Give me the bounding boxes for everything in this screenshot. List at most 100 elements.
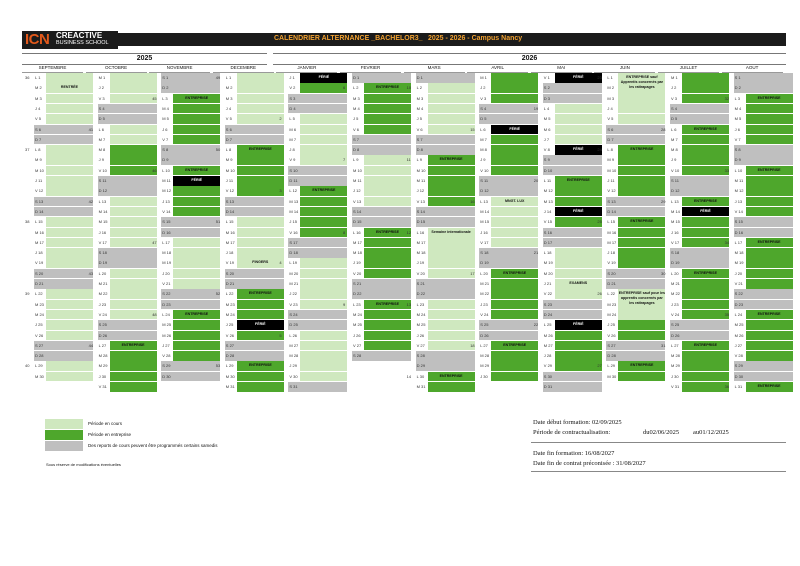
day-event bbox=[300, 83, 348, 93]
day-event bbox=[682, 134, 729, 145]
day-cell: D 12 bbox=[670, 186, 682, 196]
day-cell: M 8 bbox=[98, 147, 106, 153]
day-cell: M 25 bbox=[353, 322, 362, 328]
day-event bbox=[745, 73, 793, 83]
day-event: ENTREPRISE bbox=[745, 382, 793, 392]
day-event bbox=[236, 196, 284, 207]
week-number: 16 bbox=[470, 198, 475, 204]
day-cell: D 21 bbox=[34, 279, 46, 289]
day-event bbox=[236, 206, 284, 217]
day-event: ENTREPRISE bbox=[491, 268, 539, 279]
day-cell: M 17 bbox=[353, 239, 362, 245]
day-cell: S 2 bbox=[542, 83, 555, 93]
day-cell: M 16 bbox=[35, 229, 44, 235]
day-cell: S 31 bbox=[288, 382, 301, 392]
day-cell: S 18 bbox=[97, 248, 110, 258]
day-cell: M 3 bbox=[416, 95, 424, 101]
day-event bbox=[427, 93, 475, 104]
day-cell: L 6 bbox=[671, 126, 677, 132]
day-event bbox=[109, 237, 157, 248]
day-cell: J 13 bbox=[734, 198, 743, 204]
week-number: 39 bbox=[25, 291, 30, 297]
calendar-title: CALENDRIER ALTERNANCE _BACHELOR3_ bbox=[274, 35, 423, 42]
day-event bbox=[364, 237, 411, 248]
day-cell: M 31 bbox=[225, 384, 235, 389]
day-cell: J 2 bbox=[480, 85, 486, 91]
day-event bbox=[618, 237, 666, 248]
day-cell: M 6 bbox=[289, 126, 297, 132]
day-cell: J 25 bbox=[607, 322, 615, 328]
month-header: AOUT bbox=[721, 64, 783, 73]
day-cell: L 29 bbox=[225, 363, 234, 369]
day-event: FÉRIÉ bbox=[173, 176, 221, 186]
info-contract-from: du02/06/2025 bbox=[643, 429, 680, 436]
day-event bbox=[300, 330, 348, 340]
day-event bbox=[173, 206, 221, 217]
day-event bbox=[173, 268, 221, 279]
day-event bbox=[300, 134, 348, 145]
day-cell: V 14 bbox=[162, 208, 171, 214]
week-number: 18 bbox=[470, 342, 475, 348]
day-cell: L 4 bbox=[543, 105, 550, 111]
day-cell: M 1 bbox=[480, 75, 487, 80]
day-cell: M 2 bbox=[607, 85, 615, 91]
info-divider-2 bbox=[531, 471, 786, 472]
day-cell: V 20 bbox=[416, 270, 425, 276]
day-event bbox=[618, 279, 666, 289]
week-number: 27 bbox=[597, 363, 602, 369]
day-event bbox=[109, 176, 157, 186]
day-event: FÉRIÉ bbox=[300, 73, 348, 83]
day-event bbox=[682, 258, 729, 268]
day-event bbox=[236, 227, 284, 237]
day-event bbox=[427, 361, 475, 371]
day-event bbox=[109, 206, 157, 217]
day-event bbox=[491, 217, 539, 227]
day-event bbox=[173, 196, 221, 207]
day-event bbox=[554, 93, 602, 104]
day-event: ENTREPRISE bbox=[682, 124, 729, 134]
day-cell: V 9 bbox=[289, 157, 296, 163]
day-cell: J 16 bbox=[671, 229, 679, 235]
day-cell: J 29 bbox=[289, 363, 297, 369]
day-event bbox=[491, 227, 539, 237]
day-event: ENTREPRISE bbox=[427, 155, 475, 165]
day-cell: S 28 bbox=[352, 351, 364, 361]
day-cell: J 23 bbox=[98, 301, 107, 307]
day-cell: D 16 bbox=[161, 227, 174, 237]
day-event: ENTREPRISE bbox=[682, 340, 729, 351]
day-cell: M 8 bbox=[671, 147, 678, 153]
day-event bbox=[46, 279, 93, 289]
day-event bbox=[682, 165, 729, 176]
day-event bbox=[491, 103, 539, 114]
day-cell: M 22 bbox=[480, 291, 490, 297]
day-event: ENTREPRISE bbox=[682, 196, 729, 207]
day-cell: M 16 bbox=[607, 229, 617, 235]
day-cell: D 17 bbox=[542, 237, 555, 248]
day-cell: D 2 bbox=[733, 83, 746, 93]
day-cell: V 10 bbox=[480, 167, 489, 173]
day-cell: D 15 bbox=[352, 217, 364, 227]
day-cell: D 23 bbox=[733, 299, 746, 310]
day-event bbox=[554, 227, 602, 237]
day-event bbox=[745, 299, 793, 310]
day-cell: M 28 bbox=[671, 353, 680, 359]
day-event bbox=[427, 309, 475, 320]
day-event: ENTREPRISE bbox=[554, 176, 602, 186]
day-cell: L 12 bbox=[289, 188, 298, 194]
day-cell: S 6 bbox=[606, 124, 619, 134]
day-cell: M 3 bbox=[35, 95, 42, 101]
day-event bbox=[300, 279, 348, 289]
day-cell: M 21 bbox=[480, 281, 490, 286]
day-cell: J 23 bbox=[480, 301, 488, 307]
day-cell: L 2 bbox=[353, 85, 359, 91]
day-event bbox=[46, 165, 93, 176]
day-event: ENTREPRISE bbox=[491, 340, 539, 351]
day-event bbox=[682, 145, 729, 155]
logo-line-1: CREACTIVE bbox=[56, 31, 103, 40]
day-event bbox=[109, 268, 157, 279]
day-cell: D 19 bbox=[479, 258, 492, 268]
day-event: FÉRIÉ bbox=[554, 73, 602, 83]
day-event bbox=[364, 206, 411, 217]
day-cell: M 19 bbox=[734, 260, 744, 266]
day-event bbox=[491, 361, 539, 371]
